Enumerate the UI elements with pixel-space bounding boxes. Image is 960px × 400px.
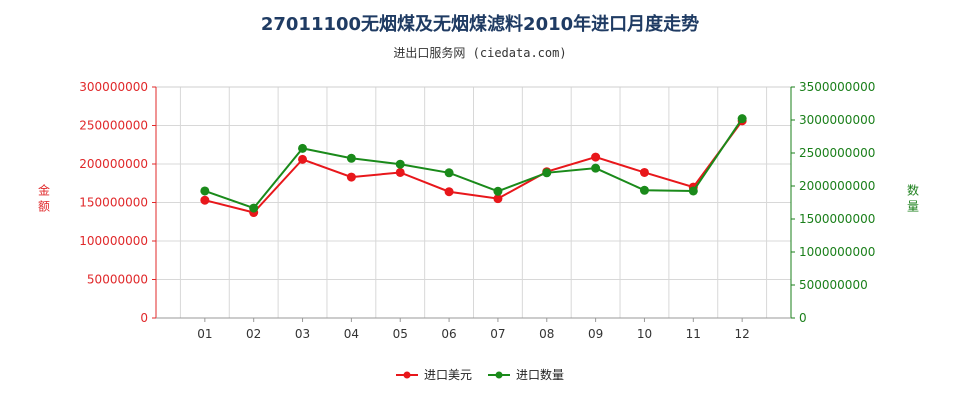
right-tick-label: 1000000000 bbox=[799, 245, 875, 259]
right-tick-label: 0 bbox=[799, 311, 807, 325]
data-point bbox=[444, 187, 454, 197]
data-point bbox=[346, 153, 356, 163]
grid-lines bbox=[155, 86, 792, 319]
data-point bbox=[591, 163, 601, 173]
left-tick-label: 250000000 bbox=[79, 119, 148, 133]
axes: 0 50000000 100000000 150000000 200000000 2500… bbox=[38, 80, 919, 341]
x-tick-label: 04 bbox=[344, 327, 359, 341]
legend: 进口美元 进口数量 bbox=[396, 367, 564, 382]
data-point bbox=[298, 143, 308, 153]
legend-label: 进口美元 bbox=[424, 368, 472, 382]
right-tick-label: 3500000000 bbox=[799, 80, 875, 94]
series-group bbox=[200, 114, 747, 218]
left-tick-label: 50000000 bbox=[87, 273, 148, 287]
right-axis-title: 数量 bbox=[907, 183, 919, 214]
x-tick-label: 12 bbox=[735, 327, 750, 341]
left-tick-label: 100000000 bbox=[79, 234, 148, 248]
x-tick-label: 08 bbox=[539, 327, 554, 341]
data-point bbox=[200, 186, 210, 196]
x-tick-label: 10 bbox=[637, 327, 652, 341]
data-point bbox=[639, 185, 649, 195]
series-line-import-qty bbox=[204, 118, 743, 210]
x-tick-label: 05 bbox=[393, 327, 408, 341]
data-point bbox=[395, 167, 405, 177]
data-point bbox=[346, 172, 356, 182]
chart-title: 27011100无烟煤及无烟煤滤料2010年进口月度走势 bbox=[260, 14, 700, 35]
data-point bbox=[444, 168, 454, 178]
legend-label: 进口数量 bbox=[516, 367, 564, 382]
data-point bbox=[542, 168, 552, 178]
right-tick-label: 3000000000 bbox=[799, 113, 875, 127]
x-tick-label: 02 bbox=[246, 327, 261, 341]
left-tick-label: 300000000 bbox=[79, 80, 148, 94]
x-tick-label: 03 bbox=[295, 327, 310, 341]
data-point bbox=[493, 194, 503, 204]
left-axis-title: 金额 bbox=[38, 183, 50, 214]
data-point bbox=[249, 203, 259, 213]
x-tick-label: 07 bbox=[490, 327, 505, 341]
left-tick-label: 200000000 bbox=[79, 157, 148, 171]
right-tick-label: 500000000 bbox=[799, 278, 868, 292]
legend-swatch-marker bbox=[403, 371, 411, 379]
right-tick-label: 1500000000 bbox=[799, 212, 875, 226]
right-tick-label: 2000000000 bbox=[799, 179, 875, 193]
legend-swatch-marker bbox=[495, 371, 503, 379]
data-point bbox=[591, 152, 601, 162]
x-tick-label: 11 bbox=[686, 327, 701, 341]
data-point bbox=[298, 154, 308, 164]
data-point bbox=[688, 186, 698, 196]
data-point bbox=[737, 114, 747, 124]
data-point bbox=[395, 159, 405, 169]
chart-subtitle: 进出口服务网 (ciedata.com) bbox=[393, 46, 567, 60]
x-tick-label: 09 bbox=[588, 327, 603, 341]
data-point bbox=[200, 195, 210, 205]
data-point bbox=[639, 167, 649, 177]
data-point bbox=[493, 186, 503, 196]
series-line-import-value bbox=[204, 120, 743, 214]
left-tick-label: 0 bbox=[140, 311, 148, 325]
left-tick-label: 150000000 bbox=[79, 196, 148, 210]
x-tick-label: 01 bbox=[197, 327, 212, 341]
right-tick-label: 2500000000 bbox=[799, 146, 875, 160]
x-tick-label: 06 bbox=[441, 327, 456, 341]
